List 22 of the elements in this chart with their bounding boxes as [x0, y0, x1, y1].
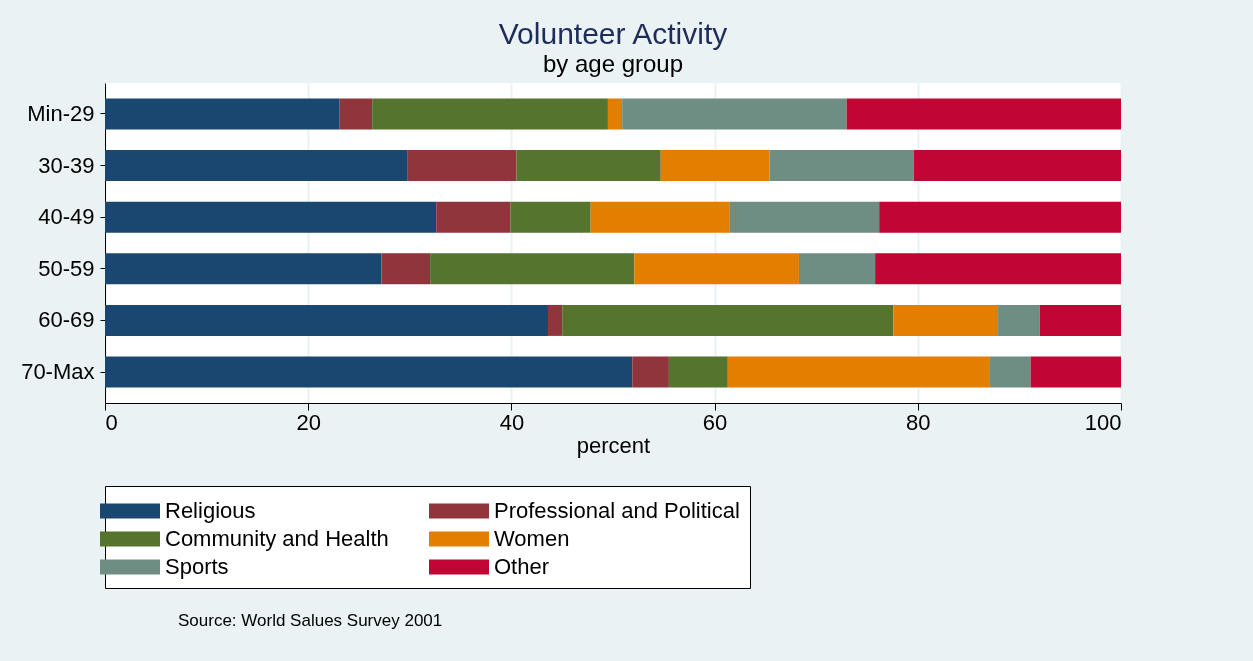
legend-label: Women [494, 526, 570, 551]
y-tick-label: Min-29 [27, 100, 95, 126]
chart-title: Volunteer Activity [498, 17, 728, 50]
legend-label: Religious [165, 498, 256, 523]
legend-label: Professional and Political [494, 498, 740, 523]
legend-label: Sports [165, 554, 229, 579]
x-tick-label: 100 [1084, 409, 1122, 435]
y-tick-label: 40-49 [38, 204, 95, 230]
x-tick-label: 80 [906, 409, 931, 435]
source-note: Source: World Salues Survey 2001 [178, 611, 444, 631]
y-tick-label: 60-69 [38, 307, 95, 333]
x-tick-label: 60 [702, 409, 728, 435]
y-tick-label: 70-Max [21, 359, 95, 385]
x-tick-label: 20 [296, 409, 321, 435]
legend-label: Community and Health [165, 526, 389, 551]
y-tick-label: 50-59 [38, 255, 95, 281]
legend-label: Other [494, 554, 550, 579]
x-tick-label: 0 [105, 409, 118, 435]
x-tick-label: 40 [499, 409, 525, 435]
x-axis-title: percent [576, 432, 651, 458]
y-tick-label: 30-39 [38, 152, 95, 178]
chart-subtitle: by age group [542, 50, 684, 77]
